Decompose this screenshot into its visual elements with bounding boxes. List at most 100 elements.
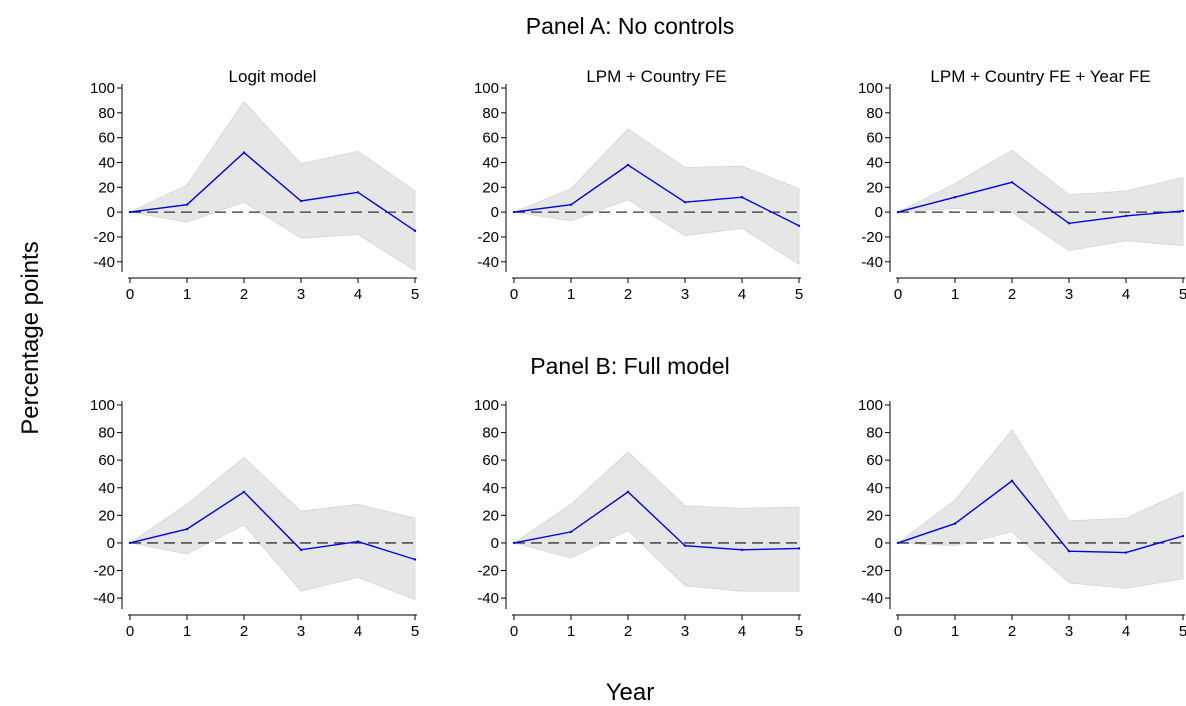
x-tick-label: 0 xyxy=(510,623,518,640)
y-tick-label: 0 xyxy=(491,204,499,221)
estimate-point xyxy=(413,558,417,561)
x-tick-label: 0 xyxy=(894,286,902,303)
x-tick-label: 5 xyxy=(795,623,803,640)
x-tick-label: 2 xyxy=(1008,623,1016,640)
estimate-line xyxy=(129,491,416,561)
y-tick-label: -20 xyxy=(861,563,883,580)
estimate-point xyxy=(569,530,573,534)
x-tick-label: 0 xyxy=(126,623,134,640)
y-tick-label: -20 xyxy=(477,229,499,246)
x-tick-label: 1 xyxy=(951,623,959,640)
estimate-point xyxy=(1067,222,1071,225)
y-tick-label: 40 xyxy=(866,480,883,497)
estimate-point xyxy=(683,201,687,204)
confidence-band xyxy=(896,429,1184,589)
estimate-point xyxy=(1124,214,1128,218)
x-tick-label: 4 xyxy=(1122,286,1130,303)
estimate-point xyxy=(413,229,417,232)
x-tick-label: 5 xyxy=(1179,286,1186,303)
y-tick-label: 60 xyxy=(482,452,499,469)
estimate-point xyxy=(953,196,957,199)
estimate-point xyxy=(128,210,132,214)
subplot-title: Logit model xyxy=(229,67,317,86)
y-tick-label: 80 xyxy=(482,105,499,122)
y-tick-label: 60 xyxy=(98,130,115,147)
confidence-band xyxy=(128,456,416,601)
subplot-3: -40 -20 0 20 40 60 80 100 0 1 2 3 4 5 LPM + Country FE… xyxy=(858,67,1186,303)
estimate-point xyxy=(299,199,303,203)
x-tick-label: 5 xyxy=(1179,623,1186,640)
x-tick-label: 1 xyxy=(951,286,959,303)
y-tick-label: -40 xyxy=(93,254,115,271)
x-tick-label: 3 xyxy=(297,623,305,640)
estimate-line xyxy=(897,181,1184,225)
estimate-point xyxy=(569,203,573,206)
y-tick-label: -40 xyxy=(477,254,499,271)
y-tick-label: 0 xyxy=(107,535,115,552)
y-tick-label: 20 xyxy=(482,507,499,524)
estimate-point xyxy=(128,541,132,545)
y-tick-label: 20 xyxy=(98,179,115,196)
y-tick-label: 60 xyxy=(98,452,115,469)
x-tick-label: 5 xyxy=(411,623,419,640)
y-tick-label: 20 xyxy=(866,507,883,524)
x-tick-label: 4 xyxy=(738,623,746,640)
subplot-5: -40 -20 0 20 40 60 80 100 0 1 2 3 4 5 xyxy=(474,397,803,640)
estimate-line xyxy=(897,479,1184,554)
y-tick-label: 100 xyxy=(90,80,115,97)
subplot-1: -40 -20 0 20 40 60 80 100 0 1 2 3 4 5 Logit model xyxy=(90,67,419,303)
estimate-point xyxy=(512,210,516,214)
y-tick-label: -40 xyxy=(93,590,115,607)
estimate-point xyxy=(1067,550,1071,553)
y-tick-label: -20 xyxy=(93,229,115,246)
y-tick-label: 100 xyxy=(858,80,883,97)
estimate-point xyxy=(1010,181,1014,184)
estimate-point xyxy=(356,540,360,543)
y-tick-label: -20 xyxy=(861,229,883,246)
y-tick-label: 40 xyxy=(98,480,115,497)
y-tick-label: 80 xyxy=(866,105,883,122)
x-tick-label: 5 xyxy=(795,286,803,303)
estimate-point xyxy=(896,210,900,214)
subplot-title: LPM + Country FE + Year FE xyxy=(930,67,1150,86)
y-tick-label: 40 xyxy=(482,480,499,497)
y-tick-label: 0 xyxy=(875,204,883,221)
y-tick-label: 20 xyxy=(482,179,499,196)
x-tick-label: 4 xyxy=(354,623,362,640)
estimate-point xyxy=(1124,551,1128,554)
estimate-point xyxy=(242,490,246,494)
estimate-point xyxy=(626,163,630,167)
x-axis-title: Year xyxy=(606,679,655,706)
estimate-point xyxy=(626,490,630,494)
x-tick-label: 3 xyxy=(297,286,305,303)
y-tick-label: 100 xyxy=(474,397,499,414)
estimate-point xyxy=(953,522,957,525)
y-tick-label: -20 xyxy=(477,563,499,580)
estimate-line xyxy=(513,164,800,227)
estimate-point xyxy=(1181,534,1185,538)
y-axis-title: Percentage points xyxy=(17,241,44,434)
subplot-2: -40 -20 0 20 40 60 80 100 0 1 2 3 4 5 LPM + Country FE xyxy=(474,67,803,303)
x-tick-label: 4 xyxy=(1122,623,1130,640)
y-tick-label: 40 xyxy=(482,154,499,171)
y-tick-label: 40 xyxy=(98,154,115,171)
x-tick-label: 2 xyxy=(240,623,248,640)
x-tick-label: 0 xyxy=(894,623,902,640)
y-tick-label: -20 xyxy=(93,563,115,580)
panel-a-title: Panel A: No controls xyxy=(526,13,734,39)
x-tick-label: 1 xyxy=(567,623,575,640)
estimate-point xyxy=(797,547,801,550)
y-tick-label: -40 xyxy=(861,254,883,271)
x-tick-label: 1 xyxy=(567,286,575,303)
y-tick-label: 60 xyxy=(866,452,883,469)
subplot-title: LPM + Country FE xyxy=(586,67,726,86)
x-tick-label: 2 xyxy=(624,623,632,640)
x-tick-label: 2 xyxy=(240,286,248,303)
y-tick-label: 60 xyxy=(482,130,499,147)
y-tick-label: 60 xyxy=(866,130,883,147)
estimate-point xyxy=(356,191,360,194)
estimate-point xyxy=(185,203,189,206)
estimate-point xyxy=(797,224,801,227)
x-tick-label: 2 xyxy=(624,286,632,303)
confidence-band xyxy=(513,451,800,592)
